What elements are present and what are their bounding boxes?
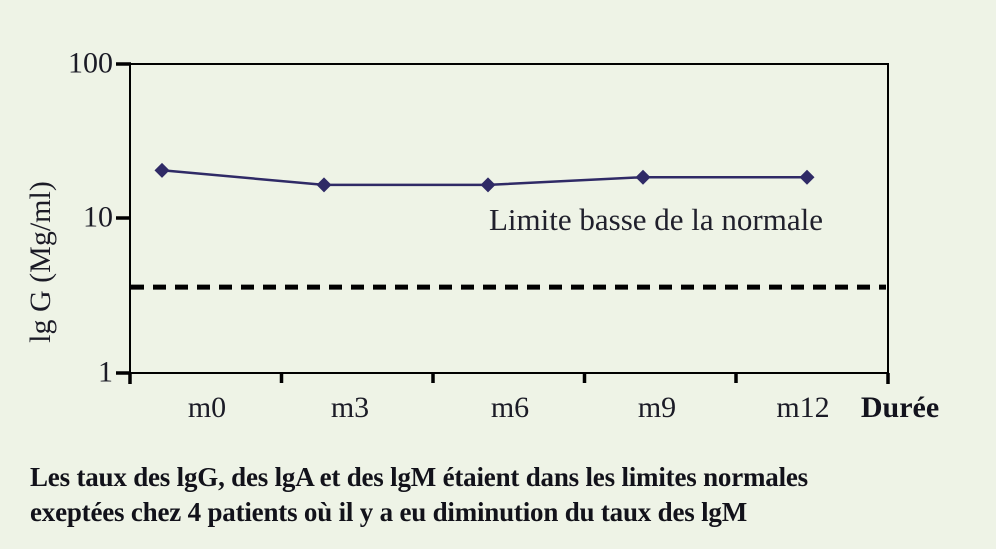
data-point-marker: [799, 169, 815, 185]
chart-canvas: [116, 62, 890, 384]
data-point-marker: [154, 162, 170, 178]
x-tick-label-m0: m0: [187, 391, 227, 424]
caption-line-1: Les taux des lgG, des lgA et des lgM éta…: [30, 462, 808, 492]
reference-line-label: Limite basse de la normale: [489, 202, 823, 237]
figure-caption: Les taux des lgG, des lgA et des lgM éta…: [30, 460, 980, 530]
y-tick-label-10: 10: [83, 200, 113, 234]
x-axis-title: Durée: [860, 391, 940, 424]
y-axis-title: lg G (Mg/ml): [24, 181, 57, 343]
series-markers: [154, 162, 815, 193]
x-tick-label-m12: m12: [776, 391, 830, 424]
y-tick-label-100: 100: [68, 46, 113, 80]
data-point-marker: [635, 169, 651, 185]
y-axis-ticks: [116, 62, 131, 375]
data-point-marker: [316, 177, 332, 193]
data-point-marker: [480, 177, 496, 193]
x-tick-label-m6: m6: [490, 391, 530, 424]
x-tick-label-m3: m3: [330, 391, 370, 424]
x-tick-label-m9: m9: [637, 391, 677, 424]
caption-line-2: exeptées chez 4 patients où il y a eu di…: [30, 497, 747, 527]
x-axis-ticks: [128, 373, 890, 384]
y-tick-label-1: 1: [98, 355, 113, 389]
